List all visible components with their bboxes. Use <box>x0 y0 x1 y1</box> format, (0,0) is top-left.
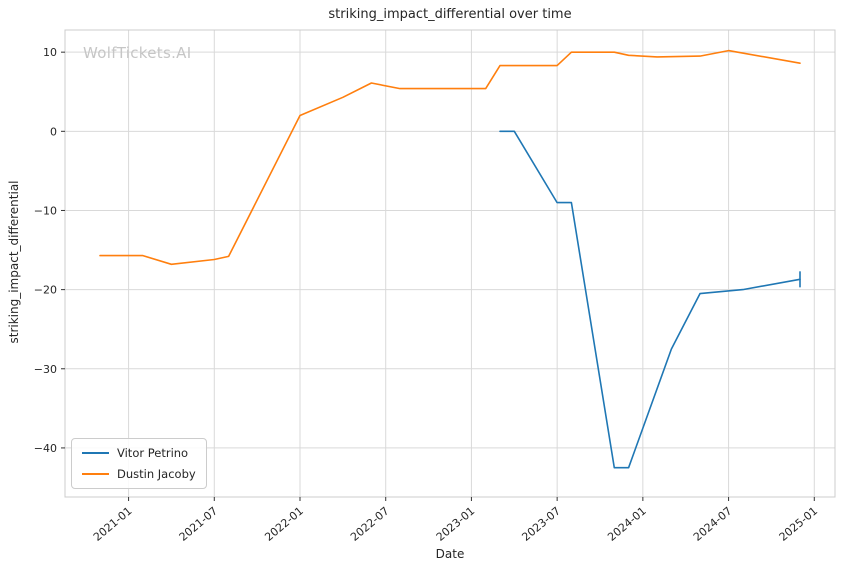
x-tick-label: 2025-01 <box>777 504 821 544</box>
legend-label-vitor-petrino: Vitor Petrino <box>117 446 189 460</box>
x-tick-label: 2022-01 <box>262 504 306 544</box>
legend-label-dustin-jacoby: Dustin Jacoby <box>117 467 196 481</box>
x-tick-label: 2021-07 <box>177 504 221 544</box>
x-tick-label: 2024-07 <box>691 504 735 544</box>
legend-item-dustin-jacoby: Dustin Jacoby <box>82 467 196 481</box>
x-tick-label: 2022-07 <box>348 504 392 544</box>
legend-line-swatch-blue <box>82 452 109 454</box>
series-line-dustin-jacoby <box>99 49 801 266</box>
y-tick-label: −10 <box>34 204 57 217</box>
legend: Vitor Petrino Dustin Jacoby <box>71 438 207 489</box>
y-tick-label: −40 <box>34 442 57 455</box>
chart-title: striking_impact_differential over time <box>328 7 572 22</box>
watermark: WolfTickets.AI <box>83 44 192 62</box>
y-tick-label: −20 <box>34 284 57 297</box>
x-tick-label: 2023-01 <box>434 504 478 544</box>
x-tick-label: 2021-01 <box>91 504 135 544</box>
y-tick-label: 0 <box>50 125 57 138</box>
x-tick-label: 2024-01 <box>605 504 649 544</box>
series-line-vitor-petrino <box>499 130 801 469</box>
y-tick-label: −30 <box>34 363 57 376</box>
x-tick-label: 2023-07 <box>520 504 564 544</box>
plot-border <box>64 29 836 498</box>
legend-line-swatch-orange <box>82 473 109 475</box>
y-tick-label: 10 <box>43 46 57 59</box>
y-axis-label: striking_impact_differential <box>7 180 21 344</box>
x-axis-label: Date <box>435 547 465 561</box>
legend-item-vitor-petrino: Vitor Petrino <box>82 446 196 460</box>
